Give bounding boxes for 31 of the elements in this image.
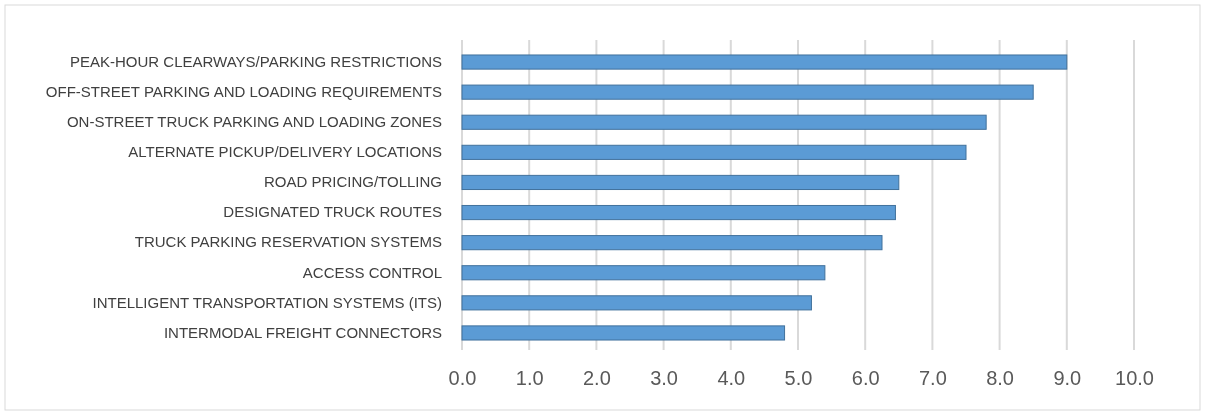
- bar: [461, 265, 826, 281]
- bar: [461, 174, 900, 191]
- x-tick-label: 7.0: [918, 367, 947, 390]
- x-tick-label: 6.0: [851, 367, 880, 390]
- y-tick-label: OFF-STREET PARKING AND LOADING REQUIREMENTS: [45, 82, 442, 100]
- bar: [461, 144, 967, 160]
- x-tick-label: 5.0: [784, 367, 813, 390]
- x-tick-label: 4.0: [717, 367, 746, 390]
- x-tick-label: 2.0: [582, 367, 611, 390]
- x-tick-label: 9.0: [1053, 367, 1082, 390]
- bar: [461, 204, 896, 221]
- y-tick-label: ON-STREET TRUCK PARKING AND LOADING ZONES: [66, 113, 442, 131]
- y-tick-label: TRUCK PARKING RESERVATION SYSTEMS: [134, 233, 442, 251]
- y-tick-label: INTELLIGENT TRANSPORTATION SYSTEMS (ITS): [92, 293, 442, 311]
- bar: [461, 114, 987, 130]
- x-tick-label: 10.0: [1115, 367, 1154, 390]
- x-tick-label: 0.0: [448, 367, 477, 390]
- y-tick-label: PEAK-HOUR CLEARWAYS/PARKING RESTRICTIONS: [69, 52, 442, 70]
- x-tick-label: 1.0: [515, 367, 544, 390]
- y-tick-label: DESIGNATED TRUCK ROUTES: [223, 203, 442, 221]
- bar: [461, 295, 812, 311]
- x-tick-label: 3.0: [650, 367, 679, 390]
- y-tick-label: ALTERNATE PICKUP/DELIVERY LOCATIONS: [128, 143, 442, 161]
- y-tick-label: INTERMODAL FREIGHT CONNECTORS: [163, 323, 442, 341]
- bar: [461, 84, 1034, 100]
- bar: [461, 54, 1068, 70]
- bar: [461, 325, 786, 341]
- y-tick-label: ACCESS CONTROL: [302, 263, 442, 281]
- x-tick-label: 8.0: [986, 367, 1015, 390]
- y-tick-label: ROAD PRICING/TOLLING: [263, 173, 442, 191]
- bar: [461, 235, 883, 251]
